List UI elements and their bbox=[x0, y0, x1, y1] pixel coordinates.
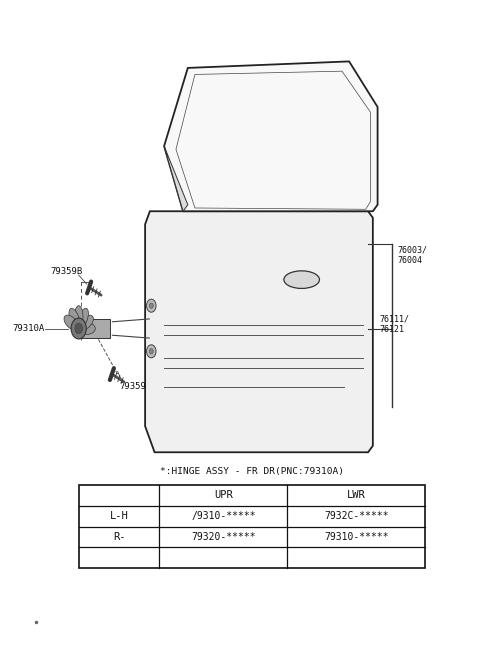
Text: /9310-*****: /9310-***** bbox=[191, 511, 256, 521]
Circle shape bbox=[71, 318, 86, 339]
Bar bbox=[79, 485, 425, 568]
Circle shape bbox=[149, 303, 153, 308]
Ellipse shape bbox=[64, 315, 79, 330]
Text: 79320-*****: 79320-***** bbox=[191, 532, 256, 542]
Ellipse shape bbox=[284, 271, 320, 288]
Bar bbox=[79, 319, 109, 338]
Polygon shape bbox=[145, 212, 373, 452]
Ellipse shape bbox=[74, 306, 83, 328]
Ellipse shape bbox=[79, 315, 94, 330]
Text: 76004: 76004 bbox=[397, 256, 422, 265]
Text: 79359: 79359 bbox=[119, 382, 146, 391]
Polygon shape bbox=[164, 61, 378, 212]
Text: 79359B: 79359B bbox=[50, 267, 83, 276]
Text: 76003/: 76003/ bbox=[397, 246, 428, 255]
Text: R-: R- bbox=[113, 532, 125, 542]
Circle shape bbox=[146, 299, 156, 312]
Ellipse shape bbox=[69, 308, 80, 328]
Ellipse shape bbox=[79, 323, 96, 334]
Circle shape bbox=[75, 323, 83, 334]
Text: UPR: UPR bbox=[214, 490, 233, 500]
Text: 76111/: 76111/ bbox=[379, 314, 409, 323]
Ellipse shape bbox=[77, 308, 88, 328]
Text: 79310A: 79310A bbox=[12, 324, 45, 333]
Polygon shape bbox=[164, 146, 188, 212]
Text: LWR: LWR bbox=[347, 490, 366, 500]
Text: 76121: 76121 bbox=[379, 325, 404, 334]
Text: 79310-*****: 79310-***** bbox=[324, 532, 388, 542]
Text: 7932C-*****: 7932C-***** bbox=[324, 511, 388, 521]
Text: *:HINGE ASSY - FR DR(PNC:79310A): *:HINGE ASSY - FR DR(PNC:79310A) bbox=[160, 467, 344, 476]
Circle shape bbox=[146, 345, 156, 358]
Circle shape bbox=[149, 349, 153, 354]
Text: L-H: L-H bbox=[109, 511, 128, 521]
